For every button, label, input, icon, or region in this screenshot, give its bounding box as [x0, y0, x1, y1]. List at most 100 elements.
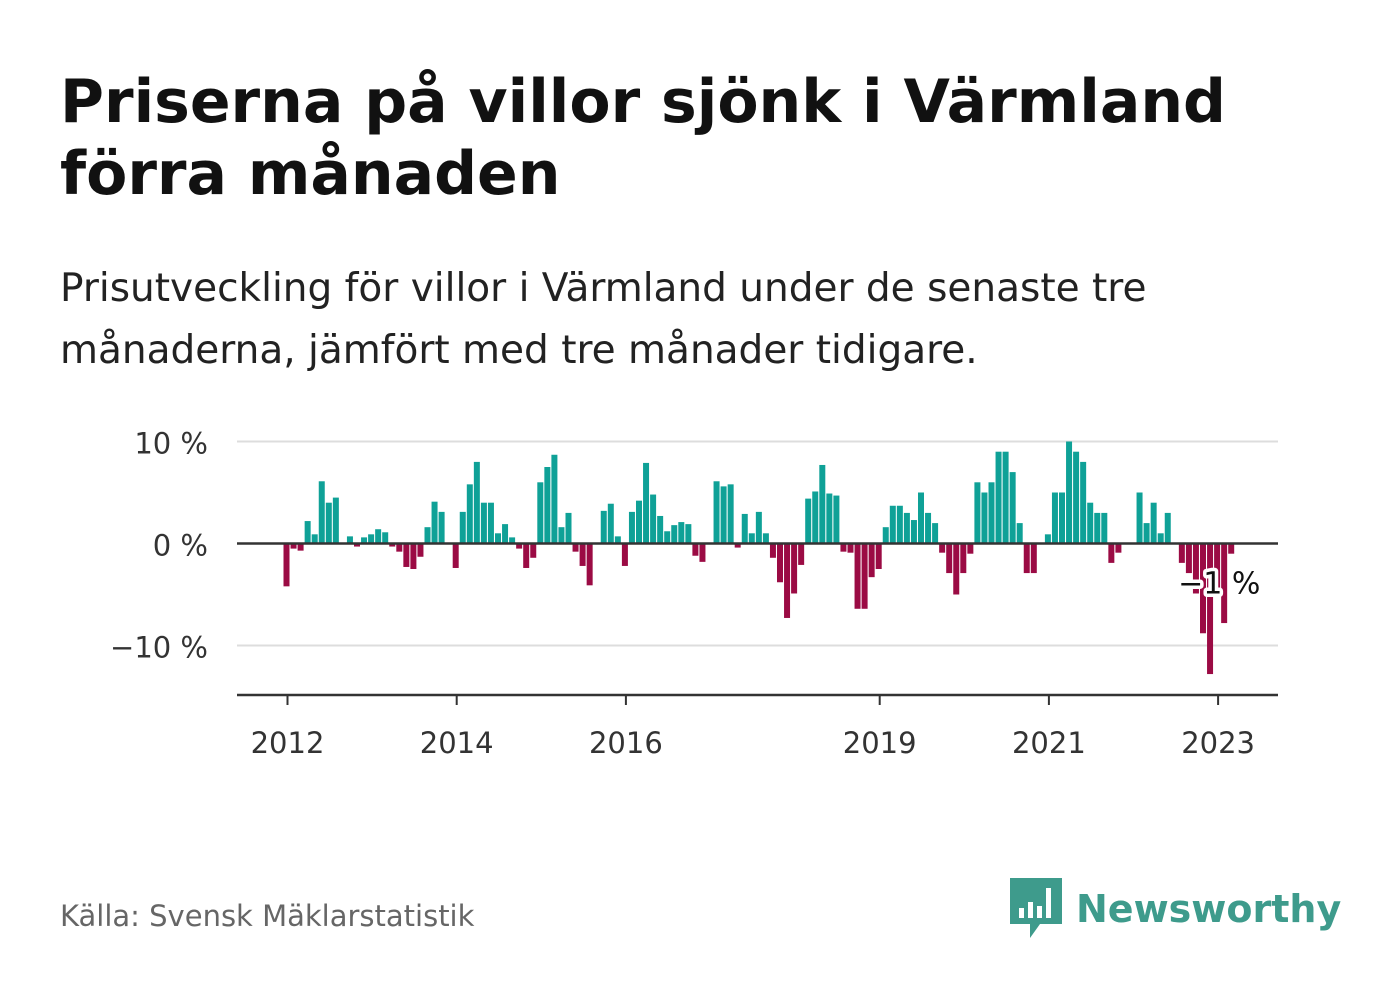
bar [544, 467, 551, 544]
bar [833, 495, 840, 544]
bar [424, 527, 431, 544]
bar [579, 543, 586, 566]
bar [995, 451, 1002, 544]
bar [283, 543, 290, 587]
bar [1016, 523, 1023, 544]
newsworthy-logo: Newsworthy [1010, 878, 1341, 940]
bar [1066, 441, 1073, 544]
bar [819, 464, 826, 544]
bar [981, 492, 988, 544]
bar [410, 543, 417, 569]
bar [1080, 461, 1087, 544]
bar [720, 486, 727, 544]
bar [1044, 534, 1051, 544]
bar [925, 512, 932, 544]
bar [692, 543, 699, 556]
bar [1087, 502, 1094, 544]
bar [459, 511, 466, 544]
bar [798, 543, 805, 565]
bar [523, 543, 530, 568]
x-tick-label-3: 2019 [843, 726, 917, 760]
bar [530, 543, 537, 558]
bar [509, 537, 516, 544]
bar [1150, 502, 1157, 544]
bar [812, 491, 819, 544]
bar [784, 543, 791, 618]
bar [847, 543, 854, 553]
bar [762, 533, 769, 544]
x-tick-label-2: 2016 [589, 726, 663, 760]
bar [1059, 492, 1065, 544]
bar [713, 481, 720, 544]
bar [918, 492, 924, 544]
bar [896, 505, 903, 544]
y-tick-label-2: −10 % [110, 631, 208, 665]
bar [1115, 543, 1122, 553]
bar [614, 536, 621, 544]
bar [311, 534, 318, 544]
bar [558, 527, 565, 544]
bar [967, 543, 974, 554]
bar [1221, 543, 1228, 624]
bar [1228, 543, 1235, 554]
bar [304, 521, 311, 544]
bar [1157, 533, 1164, 544]
bar [361, 537, 368, 544]
source-note: Källa: Svensk Mäklarstatistik [60, 899, 475, 933]
bar [1009, 472, 1016, 544]
bar [1185, 543, 1192, 574]
y-tick-label-1: 0 % [153, 529, 208, 563]
bar [664, 531, 671, 544]
bar [685, 524, 692, 544]
bar [382, 532, 389, 544]
bar [628, 511, 635, 544]
bar [1023, 543, 1030, 574]
bar [551, 454, 558, 544]
bar [840, 543, 847, 552]
bar [1108, 543, 1115, 563]
bar [438, 511, 445, 544]
bar [643, 462, 650, 544]
bar [1051, 492, 1058, 544]
bar [473, 461, 480, 544]
bar [826, 493, 833, 544]
chart-title: Priserna på villor sjönk i Värmland förr… [60, 67, 1226, 209]
bar [1143, 523, 1150, 544]
bar [861, 543, 868, 609]
bar [403, 543, 410, 567]
bar [974, 482, 981, 544]
axes [237, 542, 1278, 705]
y-tick-label-0: 10 % [134, 427, 208, 461]
brand-name: Newsworthy [1076, 887, 1342, 931]
bar [805, 498, 812, 544]
bar [516, 543, 523, 549]
bar [1214, 543, 1221, 594]
bar [939, 543, 946, 553]
bar [389, 543, 396, 547]
bar [889, 505, 896, 544]
bar [480, 502, 487, 544]
x-tick-label-1: 2014 [420, 726, 494, 760]
bar [910, 520, 917, 544]
bar [1192, 543, 1199, 594]
bar [325, 502, 332, 544]
bar [953, 543, 960, 595]
bar [452, 543, 459, 568]
bar [671, 525, 678, 544]
bar [375, 529, 382, 544]
bar [1002, 451, 1009, 544]
bar [1030, 543, 1037, 574]
bar [621, 543, 628, 566]
bar [466, 484, 473, 544]
bar [297, 543, 304, 551]
bar [1136, 492, 1143, 544]
bar [875, 543, 882, 569]
bar [431, 501, 438, 544]
bar [354, 543, 360, 547]
x-tick-label-0: 2012 [251, 726, 325, 760]
bar [678, 522, 685, 544]
bar [636, 500, 642, 544]
gridlines [237, 440, 1278, 647]
bars [283, 441, 1235, 675]
bar [600, 510, 607, 544]
